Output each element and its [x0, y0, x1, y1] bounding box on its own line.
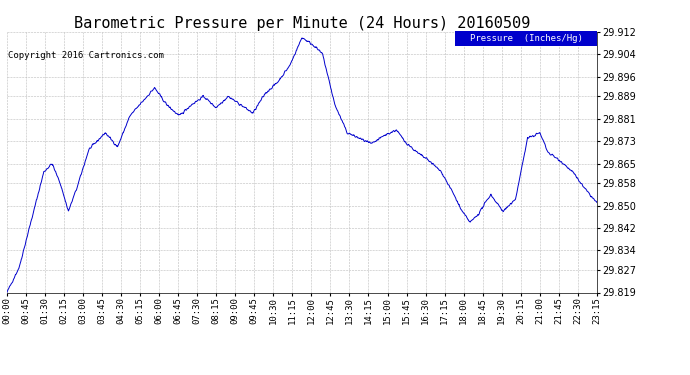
Text: Pressure  (Inches/Hg): Pressure (Inches/Hg)	[470, 34, 582, 43]
Title: Barometric Pressure per Minute (24 Hours) 20160509: Barometric Pressure per Minute (24 Hours…	[74, 16, 530, 31]
Bar	[455, 31, 597, 46]
Text: Copyright 2016 Cartronics.com: Copyright 2016 Cartronics.com	[8, 51, 164, 60]
